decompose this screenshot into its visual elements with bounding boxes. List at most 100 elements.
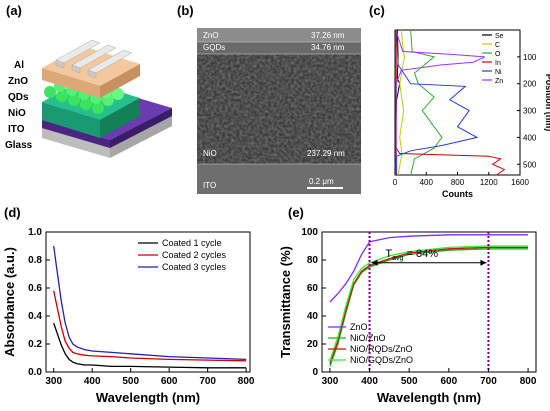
- y-tick-label: 0: [312, 367, 318, 378]
- legend-label: O: [495, 51, 501, 58]
- legend-label: NiO/ZnO: [350, 333, 386, 343]
- sem-gqds-thickness: 34.76 nm: [311, 43, 345, 52]
- y-axis-label: Position (nm): [544, 74, 550, 132]
- y-tick-label: 300: [523, 107, 537, 116]
- series-line-in: [395, 30, 506, 176]
- y-tick-label: 80: [307, 255, 319, 266]
- legend-label: Coated 3 cycles: [162, 262, 227, 272]
- x-tick-label: 700: [199, 376, 216, 387]
- gqds-band: [197, 42, 361, 54]
- zno-band: [197, 28, 361, 42]
- glass-layer-front: [42, 128, 110, 158]
- x-axis-label: Wavelength (nm): [96, 390, 200, 405]
- legend-label: Zn: [495, 78, 503, 85]
- range-arrow-head-left: [371, 259, 378, 266]
- ito-layer-side: [110, 108, 172, 148]
- sem-ito-label: ITO: [203, 181, 216, 190]
- x-tick-label: 500: [401, 376, 418, 387]
- legend-label: NiO/GQDs/ZnO: [350, 355, 413, 365]
- legend-label: Ni: [495, 69, 502, 76]
- x-tick-label: 700: [480, 376, 497, 387]
- panel-label-e: (e): [288, 205, 304, 220]
- sem-zno-thickness: 37.26 nm: [311, 31, 345, 40]
- zno-layer-front: [42, 68, 100, 98]
- legend-label: NiO/RQDs/ZnO: [350, 344, 413, 354]
- x-tick-label: 400: [420, 178, 434, 187]
- glass-layer-side: [110, 116, 172, 158]
- panel-label-c: (c): [369, 3, 385, 18]
- y-tick-label: 0.8: [28, 255, 42, 266]
- series-line: [329, 245, 529, 362]
- series-line-ni: [396, 29, 479, 175]
- plot-d-frame: [45, 231, 251, 373]
- legend-label: Se: [495, 33, 504, 40]
- series-line-zn: [395, 29, 486, 176]
- x-tick-label: 600: [161, 376, 178, 387]
- range-arrow-head-right: [480, 259, 487, 266]
- sem-cross-section-image: ZnO 37.26 nm GQDs 34.76 nm NiO 237.29 nm…: [197, 28, 361, 194]
- chart-transmittance: Tavg = 84% 300 400 500 600 700 800 0 20 40 60 80 100…: [278, 227, 537, 405]
- x-tick-label: 600: [440, 376, 457, 387]
- x-tick-label: 0: [393, 178, 398, 187]
- ito-layer-front: [42, 120, 110, 148]
- series-line-c: [397, 29, 405, 176]
- x-tick-label: 300: [45, 376, 62, 387]
- layer-label-nio: NiO: [8, 108, 26, 119]
- x-tick-label: 1600: [511, 178, 529, 187]
- nio-layer-side: [100, 98, 140, 138]
- legend-label: Coated 1 cycle: [162, 238, 222, 248]
- x-tick-label: 800: [238, 376, 255, 387]
- y-tick-label: 100: [301, 227, 318, 238]
- ito-band: [197, 164, 361, 194]
- series-line: [53, 290, 247, 362]
- x-tick-label: 500: [122, 376, 139, 387]
- layer-label-glass: Glass: [5, 140, 33, 151]
- average-transmittance-annotation: Tavg = 84%: [385, 248, 438, 262]
- y-tick-label: 0.0: [28, 367, 42, 378]
- sem-zno-label: ZnO: [203, 31, 219, 40]
- legend-label: C: [495, 42, 500, 49]
- x-tick-label: 400: [361, 376, 378, 387]
- x-tick-label: 800: [520, 376, 537, 387]
- y-axis-label: Absorbance (a.u.): [2, 247, 17, 357]
- layer-label-zno: ZnO: [8, 76, 28, 87]
- plot-e-frame: [321, 231, 537, 373]
- series-line: [53, 322, 247, 369]
- y-tick-label: 500: [523, 160, 537, 169]
- panel-label-d: (d): [4, 205, 21, 220]
- sem-nio-label: NiO: [203, 149, 217, 158]
- legend-label: In: [495, 60, 501, 67]
- y-tick-label: 100: [523, 53, 537, 62]
- x-tick-label: 300: [322, 376, 339, 387]
- layer-label-al: Al: [14, 60, 24, 71]
- layer-label-ito: ITO: [8, 124, 25, 135]
- series-line: [329, 234, 529, 303]
- panel-label-a: (a): [6, 3, 22, 18]
- y-tick-label: 60: [307, 283, 319, 294]
- y-axis-label: Transmittance (%): [278, 246, 293, 358]
- x-tick-label: 1200: [480, 178, 498, 187]
- device-stack-schematic: Al ZnO QDs NiO ITO Glass: [5, 39, 173, 158]
- series-line: [329, 248, 529, 367]
- panel-label-b: (b): [177, 3, 194, 18]
- sem-scalebar-label: 0.2 μm: [309, 177, 334, 186]
- sem-gqds-label: GQDs: [203, 43, 225, 52]
- y-tick-label: 40: [307, 311, 319, 322]
- x-axis-label: Wavelength (nm): [377, 390, 481, 405]
- zno-layer-side: [100, 64, 140, 98]
- al-electrodes: [55, 39, 133, 79]
- series-line-o: [410, 29, 443, 176]
- sem-nio-thickness: 237.29 nm: [307, 149, 345, 158]
- layer-label-qds: QDs: [8, 92, 29, 103]
- legend-label: Coated 2 cycles: [162, 250, 227, 260]
- y-tick-label: 200: [523, 80, 537, 89]
- x-tick-label: 800: [451, 178, 465, 187]
- series-line: [53, 245, 247, 361]
- chart-depth-profile: 0 400 800 1200 1600 100 200 300 400 500 Counts Posi…: [393, 29, 550, 199]
- y-tick-label: 400: [523, 133, 537, 142]
- nio-layer-front: [42, 102, 100, 138]
- x-tick-label: 400: [84, 376, 101, 387]
- legend-label: ZnO: [350, 322, 368, 332]
- x-axis-label: Counts: [442, 189, 473, 199]
- chart-absorbance: 300 400 500 600 700 800 0.0 0.2 0.4 0.6 0.8 1.0 Wave…: [2, 227, 255, 405]
